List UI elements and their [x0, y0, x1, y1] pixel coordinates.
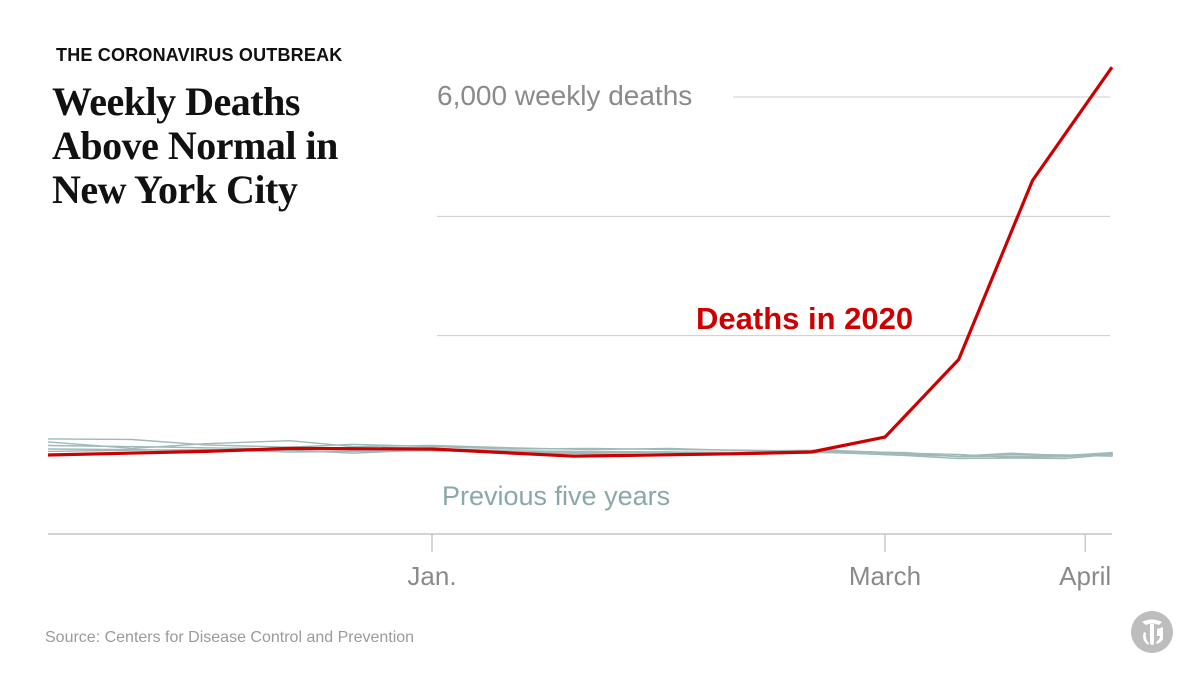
chart-title: Weekly Deaths Above Normal in New York C… — [52, 79, 338, 212]
deaths-2020-label: Deaths in 2020 — [696, 301, 913, 336]
gridlines — [437, 96, 1110, 337]
series-line-previous-year — [47, 440, 1113, 459]
kicker: THE CORONAVIRUS OUTBREAK — [56, 45, 343, 65]
previous-years-label: Previous five years — [442, 481, 670, 511]
gridline-label: 6,000 weekly deaths — [437, 80, 692, 111]
source-note: Source: Centers for Disease Control and … — [45, 629, 415, 646]
series-line-2020 — [47, 66, 1114, 458]
series-line-previous-year — [47, 448, 1113, 457]
x-tick-label: April — [1059, 561, 1111, 591]
x-tick-label: March — [849, 561, 921, 591]
series-2020 — [47, 66, 1114, 458]
series-line-previous-year — [47, 438, 1113, 458]
x-axis: Jan. March April — [48, 533, 1112, 591]
x-tick-label: Jan. — [407, 561, 456, 591]
nyt-logo-icon — [1131, 611, 1173, 653]
